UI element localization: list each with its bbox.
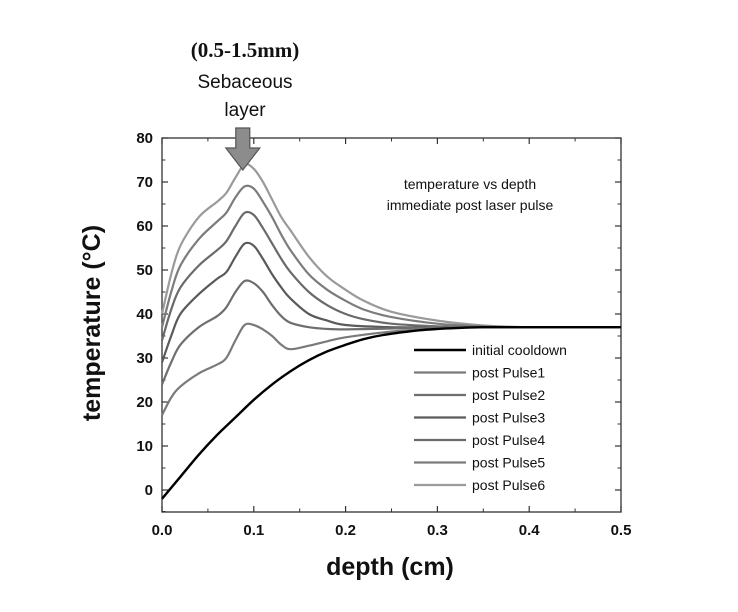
x-tick-label-0.0: 0.0 bbox=[152, 522, 173, 539]
x-tick-label-0.4: 0.4 bbox=[519, 522, 541, 539]
x-tick-label-0.3: 0.3 bbox=[427, 522, 448, 539]
legend-label-post-pulse2: post Pulse2 bbox=[472, 387, 545, 403]
series-line-initial-cooldown bbox=[161, 325, 621, 500]
y-tick-label-50: 50 bbox=[136, 262, 153, 279]
legend-label-post-pulse4: post Pulse4 bbox=[472, 432, 545, 448]
series-line-post-pulse5 bbox=[160, 184, 622, 329]
arrow-label-line-1: Sebaceous bbox=[197, 72, 292, 93]
series-line-post-pulse6 bbox=[160, 162, 622, 329]
plot-frame bbox=[161, 137, 622, 513]
legend: initial cooldown post Pulse1 post Pulse2 po… bbox=[414, 342, 567, 493]
y-tick-label-80: 80 bbox=[136, 130, 153, 147]
x-axis-label: depth (cm) bbox=[326, 553, 454, 581]
series-line-post-pulse4 bbox=[160, 210, 621, 341]
x-tick-label-0.2: 0.2 bbox=[335, 522, 356, 539]
y-tick-label-0: 0 bbox=[145, 482, 153, 499]
y-tick-label-20: 20 bbox=[136, 394, 153, 411]
down-arrow-icon bbox=[224, 127, 262, 171]
arrow-label-line-2: layer bbox=[224, 100, 266, 121]
y-tick-label-40: 40 bbox=[136, 306, 153, 323]
legend-label-post-pulse3: post Pulse3 bbox=[472, 410, 545, 426]
y-tick-label-70: 70 bbox=[136, 174, 153, 191]
annotation-line-2: immediate post laser pulse bbox=[387, 197, 554, 213]
series-lines bbox=[160, 162, 622, 500]
series-line-post-pulse1 bbox=[161, 322, 621, 416]
sebaceous-arrow bbox=[224, 127, 262, 171]
x-tick-label-0.5: 0.5 bbox=[611, 522, 632, 539]
y-tick-label-30: 30 bbox=[136, 350, 153, 367]
annotation-line-1: temperature vs depth bbox=[404, 176, 536, 192]
legend-label-post-pulse1: post Pulse1 bbox=[472, 365, 545, 381]
y-tick-label-60: 60 bbox=[136, 218, 153, 235]
legend-label-post-pulse6: post Pulse6 bbox=[472, 477, 545, 493]
y-axis-label: temperature (°C) bbox=[78, 225, 106, 421]
series-line-post-pulse2 bbox=[160, 279, 621, 385]
legend-label-initial-cooldown: initial cooldown bbox=[472, 342, 567, 358]
y-tick-label-10: 10 bbox=[136, 438, 153, 455]
x-tick-label-0.1: 0.1 bbox=[243, 522, 264, 539]
arrow-range-label: (0.5-1.5mm) bbox=[191, 38, 299, 62]
legend-label-post-pulse5: post Pulse5 bbox=[472, 455, 545, 471]
